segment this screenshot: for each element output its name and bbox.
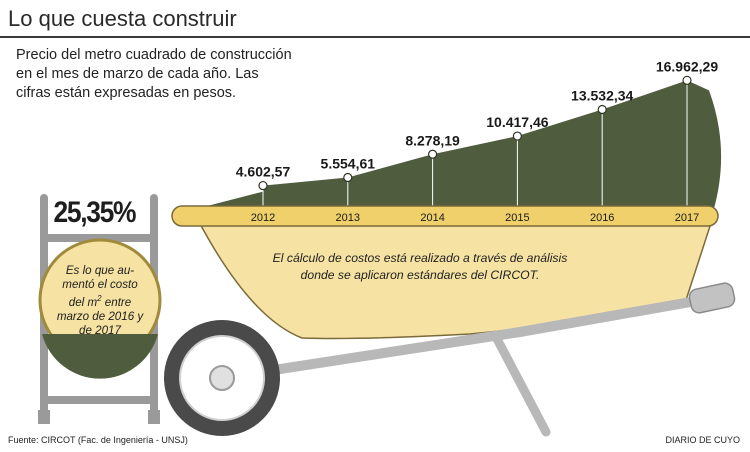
note-line-3b: entre xyxy=(101,295,132,309)
method-line-1: El cálculo de costos está realizado a tr… xyxy=(272,251,568,265)
data-point-2016 xyxy=(597,104,607,115)
note-line-5: de 2017 xyxy=(79,323,121,337)
subtitle-line-3: cifras están expresadas en pesos. xyxy=(16,85,237,101)
value-label-2012: 4.602,57 xyxy=(236,164,291,180)
note-line-3: del m2 entre xyxy=(54,292,146,310)
x-tick-2016: 2016 xyxy=(590,212,614,224)
method-note: El cálculo de costos está realizado a tr… xyxy=(240,250,600,284)
percent-value: 25,35% xyxy=(50,196,139,230)
subtitle-line-1: Precio del metro cuadrado de construcció… xyxy=(16,47,292,63)
note-line-3a: del m xyxy=(68,295,98,309)
x-tick-2013: 2013 xyxy=(336,212,360,224)
support-leg xyxy=(491,332,551,437)
badge-fill xyxy=(42,334,158,379)
data-point-2015 xyxy=(512,131,523,141)
subtitle-line-2: en el mes de marzo de cada año. Las xyxy=(16,66,259,82)
right-foot xyxy=(148,410,160,424)
source-note: Fuente: CIRCOT (Fac. de Ingeniería - UNS… xyxy=(8,435,188,445)
handle-grip xyxy=(688,282,736,314)
value-label-2017: 16.962,29 xyxy=(656,58,718,74)
x-tick-2012: 2012 xyxy=(251,212,275,224)
value-label-2016: 13.532,34 xyxy=(571,88,633,104)
handle-bar xyxy=(217,295,707,383)
data-point-2017 xyxy=(682,75,692,85)
data-point-2013 xyxy=(343,172,353,183)
title-rule xyxy=(0,36,750,38)
data-point-2014 xyxy=(428,149,438,159)
data-point-2012 xyxy=(258,180,268,191)
credit: DIARIO DE CUYO xyxy=(665,435,740,445)
method-line-2: donde se aplicaron estándares del CIRCOT… xyxy=(300,268,540,282)
note-line-1: Es lo que au- xyxy=(65,264,135,277)
series-area xyxy=(184,80,722,213)
chart-overlay: 4.602,57 2012 5.554,61 2013 8.278,19 2014 10.4… xyxy=(236,58,719,224)
tray-rim xyxy=(171,205,719,227)
x-tick-2017: 2017 xyxy=(675,212,699,224)
value-label-2015: 10.417,46 xyxy=(486,114,548,130)
note-line-4: marzo de 2016 y xyxy=(56,309,144,323)
wheel-hub xyxy=(209,365,235,391)
note-line-2: mentó el costo xyxy=(62,278,138,291)
percent-note: Es lo que au- mentó el costo del m2 entr… xyxy=(54,264,146,338)
x-tick-2015: 2015 xyxy=(505,212,529,224)
left-foot xyxy=(38,410,50,424)
x-tick-2014: 2014 xyxy=(420,212,444,224)
value-label-2013: 5.554,61 xyxy=(321,155,376,171)
note-superscript: 2 xyxy=(97,294,102,303)
subtitle: Precio del metro cuadrado de construcció… xyxy=(16,46,326,103)
page-title: Lo que cuesta construir xyxy=(8,6,237,31)
value-label-2014: 8.278,19 xyxy=(405,132,460,148)
